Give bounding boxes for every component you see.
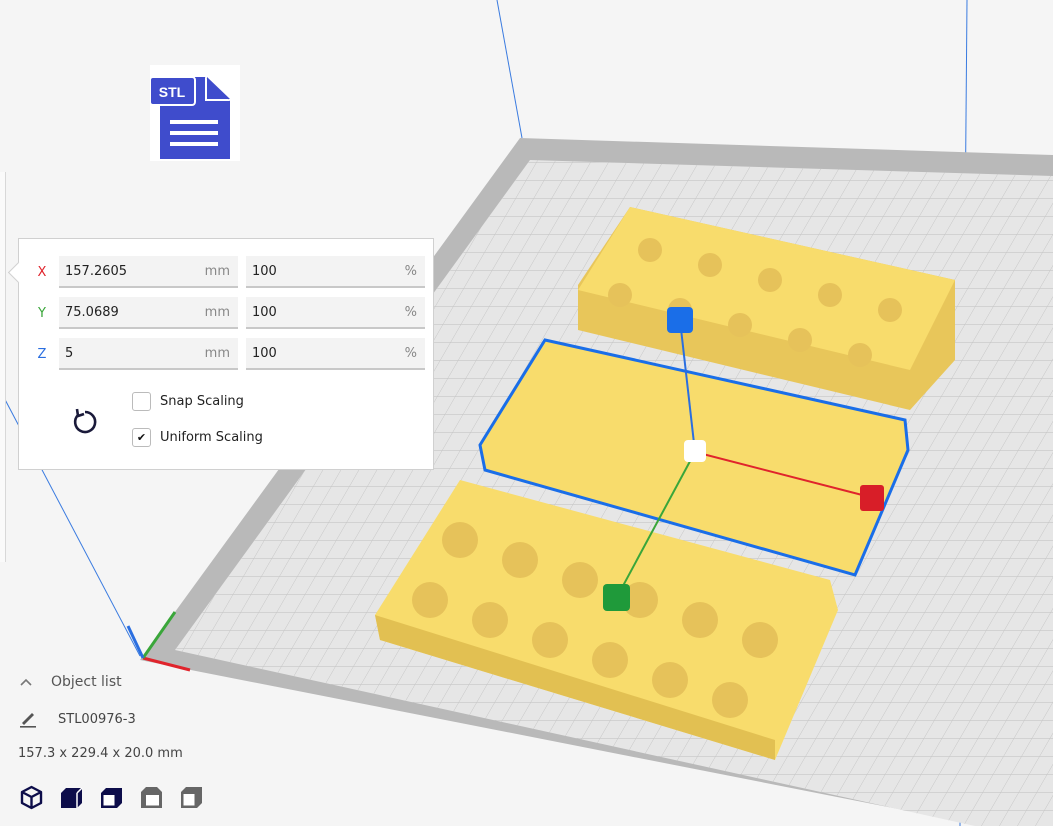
checkbox-label: Snap Scaling (160, 394, 244, 409)
object-name: STL00976-3 (58, 711, 136, 727)
scale-handle-center[interactable] (684, 440, 706, 462)
3d-view-icon[interactable] (18, 784, 45, 811)
value: 157.2605 (65, 263, 128, 279)
axis-label-z: Z (37, 346, 47, 362)
scale-row-x: X 157.2605 mm 100% (31, 256, 425, 288)
checkbox-box (132, 392, 151, 411)
pencil-icon (20, 713, 36, 728)
scale-row-y: Y 75.0689 mm 100% (31, 297, 425, 329)
gizmo-x-line (694, 451, 871, 498)
depth-mm-input[interactable]: 75.0689 mm (59, 297, 238, 329)
front-view-icon[interactable] (58, 784, 85, 811)
unit-label: mm (204, 345, 230, 361)
left-view-icon[interactable] (138, 784, 165, 811)
view-buttons (18, 784, 205, 811)
axis-label-x: X (37, 264, 47, 280)
value: 100 (252, 345, 277, 361)
z-axis-indicator (126, 625, 145, 659)
value: 5 (65, 345, 74, 361)
checkbox-label: Uniform Scaling (160, 430, 263, 445)
unit-label: % (404, 304, 417, 320)
height-mm-input[interactable]: 5 mm (59, 338, 238, 370)
svg-text:STL: STL (159, 84, 186, 100)
y-axis-indicator (141, 611, 177, 659)
value: 100 (252, 304, 277, 320)
reset-icon[interactable] (67, 403, 103, 439)
object-list-label: Object list (51, 674, 122, 690)
tool-rail (0, 172, 6, 562)
scale-handle-y[interactable] (603, 584, 630, 611)
unit-label: mm (204, 263, 230, 279)
width-percent-input[interactable]: 100% (246, 256, 425, 288)
top-view-icon[interactable] (98, 784, 125, 811)
gizmo-z-line (679, 319, 696, 453)
stl-file-icon: STL (150, 65, 240, 161)
unit-label: mm (204, 304, 230, 320)
gizmo-y-line (616, 451, 696, 598)
value: 100 (252, 263, 277, 279)
heart-pattern (412, 238, 902, 718)
snap-scaling-checkbox[interactable]: Snap Scaling (132, 392, 244, 411)
width-mm-input[interactable]: 157.2605 mm (59, 256, 238, 288)
object-name-row[interactable]: STL00976-3 (18, 710, 136, 728)
right-view-icon[interactable] (178, 784, 205, 811)
scale-row-z: Z 5 mm 100% (31, 338, 425, 370)
build-volume-edge (496, 0, 523, 139)
scale-handle-x[interactable] (860, 485, 884, 511)
unit-label: % (404, 345, 417, 361)
check-icon: ✔ (132, 428, 151, 447)
object-dimensions: 157.3 x 229.4 x 20.0 mm (18, 746, 183, 761)
unit-label: % (404, 263, 417, 279)
depth-percent-input[interactable]: 100% (246, 297, 425, 329)
value: 75.0689 (65, 304, 119, 320)
scale-handle-z[interactable] (667, 307, 693, 333)
height-percent-input[interactable]: 100% (246, 338, 425, 370)
object-list-toggle[interactable]: Object list (18, 674, 122, 690)
uniform-scaling-checkbox[interactable]: ✔ Uniform Scaling (132, 428, 263, 447)
axis-label-y: Y (38, 305, 46, 321)
model-bottom-tray-side (375, 615, 775, 760)
x-axis-indicator (142, 656, 191, 672)
scale-panel: X 157.2605 mm 100% Y 75.0689 mm 100% Z 5 mm… (18, 238, 434, 470)
chevron-up-icon (20, 678, 32, 686)
